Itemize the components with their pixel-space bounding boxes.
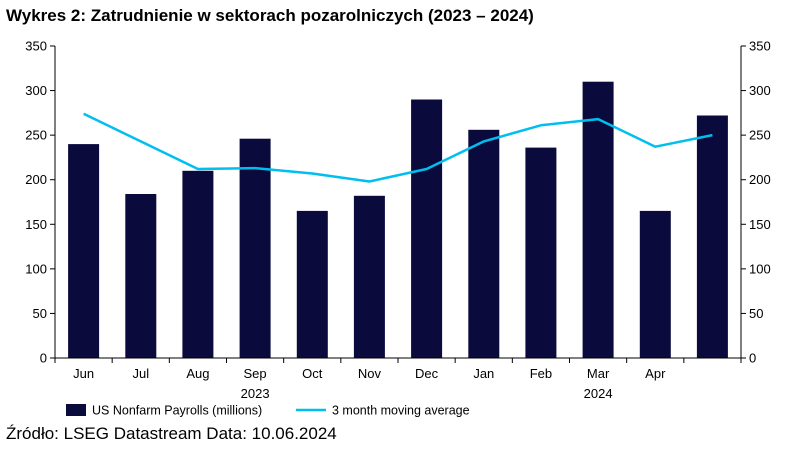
left-y-tick-label: 0 [40,351,47,366]
x-tick-label: Nov [358,366,382,381]
bar-jun [68,144,100,358]
right-y-tick-label: 100 [749,261,771,276]
bar-aug [182,170,214,358]
bar-feb [525,147,557,358]
left-y-tick-label: 350 [25,39,47,54]
x-tick-label: Oct [302,366,323,381]
bar-nov [353,195,385,358]
bar-jan [468,129,500,358]
bar-dec [411,99,443,358]
left-y-tick-label: 200 [25,172,47,187]
left-y-tick-label: 50 [33,306,47,321]
right-y-tick-label: 300 [749,83,771,98]
x-tick-label: Aug [186,366,209,381]
left-y-tick-label: 150 [25,217,47,232]
legend: US Nonfarm Payrolls (millions) 3 month mo… [66,404,470,418]
x-tick-label: Jul [132,366,149,381]
bar-sep [239,138,271,358]
legend-bar-swatch [66,404,86,416]
right-y-tick-label: 50 [749,306,763,321]
legend-bar-label: US Nonfarm Payrolls (millions) [92,404,262,418]
right-y-tick-label: 250 [749,128,771,143]
source-note: Źródło: LSEG Datastream Data: 10.06.2024 [6,424,337,443]
right-y-tick-label: 150 [749,217,771,232]
left-y-tick-label: 100 [25,261,47,276]
x-tick-label: Feb [530,366,552,381]
moving-average-series [83,112,713,183]
right-y-tick-label: 350 [749,39,771,54]
x-tick-label: Mar [587,366,610,381]
left-y-tick-label: 300 [25,83,47,98]
bar-mar [582,81,614,358]
bar-jul [125,194,157,358]
x-tick-label: Dec [415,366,439,381]
x-tick-label: Apr [645,366,666,381]
bar-oct [296,210,328,358]
x-tick-label: Jun [73,366,94,381]
bar-apr [639,210,671,358]
chart-title: Wykres 2: Zatrudnienie w sektorach pozar… [6,6,534,25]
legend-line-label: 3 month moving average [332,404,470,418]
x-tick-label: Jan [473,366,494,381]
right-y-tick-label: 200 [749,172,771,187]
tick-labels: 0 0 50 50 100 100 150 150 200 200 250 250 300 300 350 3… [25,39,770,402]
chart: 0 0 50 50 100 100 150 150 200 200 250 250 300 300 350 3… [25,39,770,418]
moving-average-line [83,112,713,183]
left-y-tick-label: 250 [25,128,47,143]
x-tick-label: Sep [244,366,267,381]
bar-may [696,115,728,358]
right-y-tick-label: 0 [749,351,756,366]
year-label: 2023 [241,386,270,401]
year-label: 2024 [584,386,613,401]
bars [68,81,728,358]
axes [50,45,746,363]
